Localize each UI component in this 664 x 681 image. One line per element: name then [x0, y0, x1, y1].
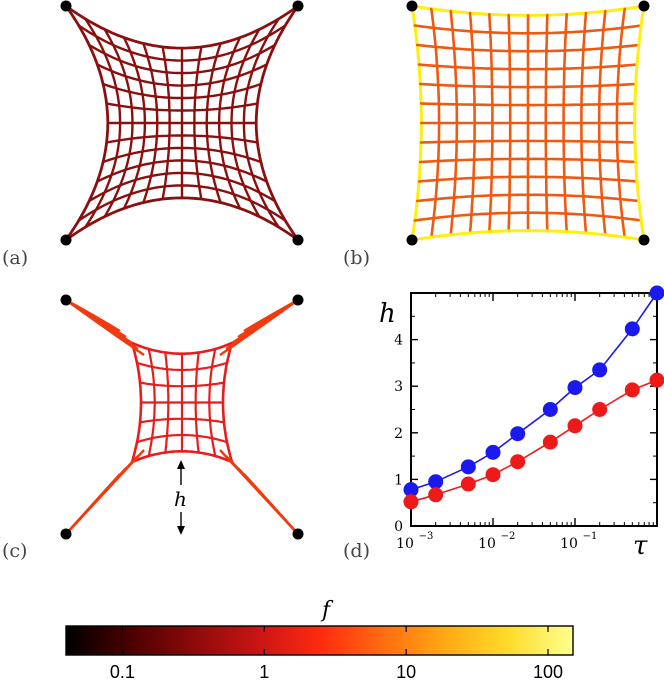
panel-c-label: (c) [2, 540, 27, 562]
anchor-node [60, 294, 72, 306]
colorbar-ticks: 0.1 1 10 100 [110, 626, 563, 681]
mesh-line [130, 341, 143, 464]
anchor-node [638, 0, 650, 12]
series-line-red [410, 379, 658, 503]
mesh-line [64, 4, 300, 50]
colorbar-title: f [320, 598, 334, 623]
panel-d-chart: 0 1 2 3 4 10 −3 10 −2 10 −1 h τ [379, 285, 664, 561]
mesh-line [410, 4, 423, 242]
panel-b-mesh [410, 4, 646, 242]
chart-series [403, 285, 664, 510]
panel-a-network [60, 0, 304, 246]
mesh-line [633, 4, 646, 242]
mesh-line [615, 7, 627, 239]
x-tick-exponent: −3 [419, 531, 434, 542]
data-point-blue [567, 380, 583, 396]
data-point-blue [649, 285, 664, 301]
x-tick-exponent: −1 [583, 531, 598, 542]
y-tick-label: 0 [394, 519, 403, 535]
data-point-blue [510, 426, 526, 442]
x-tick-label: 10 [560, 536, 578, 552]
data-point-red [403, 494, 419, 510]
y-tick-label: 4 [394, 333, 403, 349]
data-point-red [428, 487, 444, 503]
colorbar-gradient [65, 625, 574, 656]
anchor-node [60, 528, 72, 540]
mesh-line [135, 433, 229, 444]
data-point-red [485, 467, 501, 483]
anchor-node [406, 234, 418, 246]
mesh-line [130, 449, 234, 464]
x-tick-label: 10 [478, 536, 496, 552]
data-point-blue [428, 474, 444, 490]
panel-a-mesh [64, 4, 300, 242]
h-distance-arrow [177, 460, 185, 535]
panel-c-network: h [60, 294, 304, 540]
data-point-red [624, 382, 640, 398]
series-line-blue [410, 292, 658, 491]
anchor-node [292, 294, 304, 306]
colorbar-tick-label: 1 [259, 662, 269, 681]
y-tick-label: 2 [394, 426, 403, 442]
panel-b-label: (b) [343, 247, 370, 269]
mesh-line [77, 184, 287, 222]
mesh-line [221, 341, 234, 464]
data-point-red [510, 454, 526, 470]
mesh-line [64, 196, 300, 242]
data-point-red [592, 402, 608, 417]
mesh-line [242, 17, 280, 229]
anchor-node [60, 0, 72, 12]
data-point-red [649, 372, 664, 388]
panel-a-anchor-nodes [60, 0, 304, 246]
data-point-red [542, 434, 558, 450]
x-axis-label: τ [633, 531, 648, 561]
anchor-node [292, 0, 304, 12]
x-tick-exponent: −2 [501, 531, 516, 542]
data-point-blue [542, 402, 558, 417]
x-tick-label: 10 [396, 536, 414, 552]
colorbar-tick-label: 100 [533, 662, 563, 681]
data-point-blue [624, 321, 640, 337]
anchor-node [292, 528, 304, 540]
arm-strand [219, 449, 299, 535]
data-point-blue [403, 482, 419, 498]
mesh-line [544, 13, 549, 233]
arm-strand [65, 449, 145, 535]
anchor-node [406, 0, 418, 12]
data-point-red [567, 418, 583, 434]
arm-strand [219, 299, 299, 356]
data-point-blue [460, 459, 476, 475]
colorbar-tick-label: 10 [396, 662, 416, 681]
y-tick-label: 3 [394, 379, 403, 395]
panel-d-label: (d) [343, 540, 370, 562]
data-point-red [460, 476, 476, 492]
anchor-node [292, 234, 304, 246]
mesh-line [64, 4, 110, 242]
panel-c-anchor-nodes [60, 294, 304, 540]
mesh-line [413, 211, 643, 222]
panel-b-network [406, 0, 650, 246]
panel-a-label: (a) [2, 247, 28, 269]
h-distance-label: h [174, 487, 187, 511]
mesh-line [87, 171, 276, 203]
anchor-node [60, 234, 72, 246]
colorbar: f 0.1 1 10 100 [65, 598, 574, 681]
chart-ticks: 0 1 2 3 4 10 −3 10 −2 10 −1 [394, 293, 658, 552]
data-point-blue [485, 444, 501, 460]
y-tick-label: 1 [394, 472, 403, 488]
mesh-line [254, 4, 300, 242]
panel-c-mesh [65, 298, 299, 535]
arm-strand [65, 299, 145, 356]
mesh-line [410, 4, 646, 17]
panel-b-anchor-nodes [406, 0, 650, 246]
anchor-node [638, 234, 650, 246]
mesh-line [130, 341, 234, 356]
y-axis-label: h [379, 299, 396, 329]
mesh-line [410, 229, 646, 242]
colorbar-tick-label: 0.1 [110, 662, 135, 681]
data-point-blue [592, 362, 608, 378]
mesh-line [415, 193, 641, 203]
